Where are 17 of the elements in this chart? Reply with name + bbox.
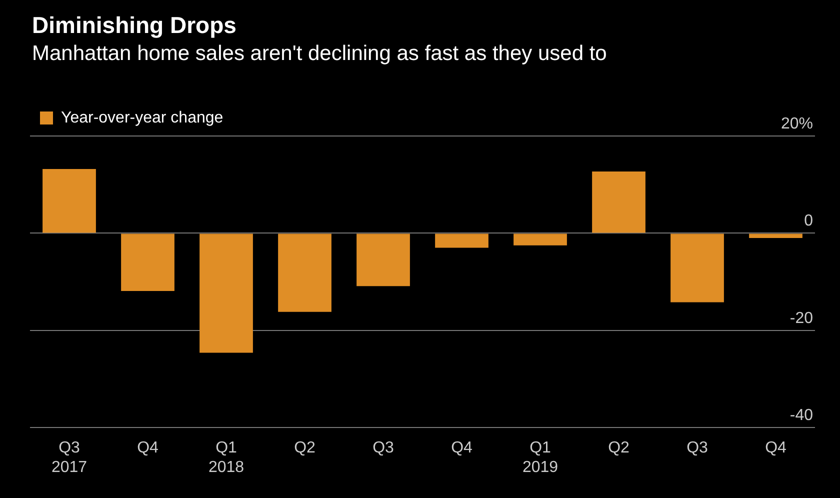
x-tick-label: Q3 2017 bbox=[51, 440, 88, 476]
y-tick-label: -20 bbox=[790, 310, 814, 327]
x-tick-label: Q4 bbox=[451, 440, 473, 457]
x-tick-label: Q3 bbox=[372, 440, 394, 457]
chart-subtitle: Manhattan home sales aren't declining as fast as they used to bbox=[32, 42, 607, 66]
x-tick-label: Q4 bbox=[137, 440, 159, 457]
x-tick-label: Q3 bbox=[686, 440, 708, 457]
x-tick-label: Q1 2019 bbox=[522, 440, 558, 476]
x-tick-label: Q1 2018 bbox=[208, 440, 244, 476]
chart-title: Diminishing Drops bbox=[32, 12, 236, 39]
y-tick-label: 0 bbox=[804, 212, 814, 230]
x-tick-label: Q4 bbox=[765, 440, 787, 457]
y-tick-label: 20% bbox=[780, 115, 813, 132]
legend-label: Year-over-year change bbox=[61, 109, 224, 126]
y-tick-label: -40 bbox=[790, 407, 814, 424]
x-tick-label: Q2 bbox=[294, 440, 316, 457]
x-tick-label: Q2 bbox=[608, 440, 630, 457]
